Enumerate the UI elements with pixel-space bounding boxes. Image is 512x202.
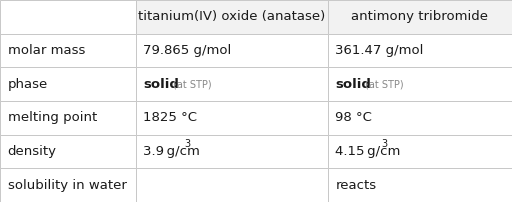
Bar <box>0 101 136 135</box>
Bar <box>136 34 328 67</box>
Bar <box>328 168 512 202</box>
Bar <box>136 135 328 168</box>
Text: 79.865 g/mol: 79.865 g/mol <box>143 44 231 57</box>
Bar <box>136 67 328 101</box>
Text: 3: 3 <box>381 139 388 149</box>
Text: solid: solid <box>143 78 179 91</box>
Text: 3.9 g/cm: 3.9 g/cm <box>143 145 200 158</box>
Text: titanium(IV) oxide (anatase): titanium(IV) oxide (anatase) <box>138 10 325 23</box>
Text: phase: phase <box>8 78 48 91</box>
Bar <box>136 0 328 34</box>
Text: 4.15 g/cm: 4.15 g/cm <box>335 145 401 158</box>
Bar <box>328 101 512 135</box>
Text: solid: solid <box>335 78 371 91</box>
Bar <box>0 135 136 168</box>
Text: 361.47 g/mol: 361.47 g/mol <box>335 44 424 57</box>
Bar <box>0 0 136 34</box>
Text: (at STP): (at STP) <box>365 79 403 89</box>
Bar <box>328 135 512 168</box>
Text: solubility in water: solubility in water <box>8 179 126 192</box>
Bar <box>136 101 328 135</box>
Text: density: density <box>8 145 57 158</box>
Bar <box>0 67 136 101</box>
Bar <box>328 67 512 101</box>
Text: antimony tribromide: antimony tribromide <box>351 10 488 23</box>
Text: molar mass: molar mass <box>8 44 85 57</box>
Text: (at STP): (at STP) <box>173 79 211 89</box>
Text: melting point: melting point <box>8 111 97 124</box>
Text: 1825 °C: 1825 °C <box>143 111 197 124</box>
Text: 3: 3 <box>184 139 190 149</box>
Bar <box>0 34 136 67</box>
Bar <box>136 168 328 202</box>
Bar <box>328 34 512 67</box>
Text: 98 °C: 98 °C <box>335 111 372 124</box>
Bar <box>328 0 512 34</box>
Bar <box>0 168 136 202</box>
Text: reacts: reacts <box>335 179 376 192</box>
